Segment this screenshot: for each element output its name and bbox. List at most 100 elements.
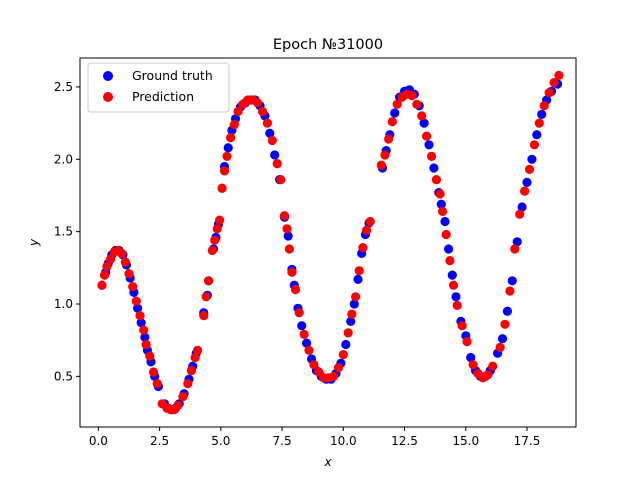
data-point — [272, 159, 282, 169]
series-prediction — [97, 70, 564, 415]
data-point — [309, 360, 319, 370]
data-point — [495, 342, 505, 352]
data-point — [466, 352, 476, 363]
x-tick-label: 17.5 — [514, 434, 541, 448]
data-point — [229, 120, 239, 130]
data-point — [135, 311, 145, 321]
x-tick-label: 0.0 — [89, 434, 108, 448]
data-point — [267, 135, 277, 146]
data-point — [217, 183, 227, 193]
data-point — [500, 319, 510, 329]
data-point — [284, 244, 294, 254]
data-point — [343, 328, 353, 338]
data-point — [353, 274, 363, 284]
data-point — [276, 175, 286, 185]
data-point — [468, 360, 478, 370]
data-point — [294, 308, 304, 318]
x-tick-label: 12.5 — [391, 434, 418, 448]
data-point — [117, 248, 127, 258]
data-point — [253, 98, 263, 108]
data-point — [537, 109, 547, 119]
data-point — [333, 363, 343, 373]
y-tick-label: 2.5 — [54, 80, 73, 94]
data-point — [505, 286, 515, 296]
data-point — [287, 267, 297, 277]
data-point — [435, 189, 445, 199]
data-point — [223, 143, 233, 153]
data-point — [452, 300, 462, 310]
x-tick-label: 10.0 — [330, 434, 357, 448]
data-point — [215, 215, 225, 225]
legend-box — [87, 62, 230, 113]
legend: Ground truth Prediction — [87, 62, 230, 113]
data-point — [106, 254, 116, 264]
chart-title: Epoch №31000 — [273, 37, 383, 53]
data-point — [304, 345, 314, 355]
data-point — [445, 256, 455, 266]
data-point — [262, 118, 272, 128]
data-point — [97, 280, 107, 290]
data-point — [417, 111, 427, 121]
x-tick-label: 15.0 — [452, 434, 479, 448]
x-tick-label: 7.5 — [273, 434, 292, 448]
y-tick-label: 1.5 — [54, 225, 73, 239]
data-point — [183, 379, 193, 389]
data-point — [532, 130, 542, 140]
data-point — [488, 361, 498, 371]
data-point — [529, 140, 540, 150]
data-point — [99, 270, 110, 280]
data-point — [141, 339, 151, 350]
data-point — [441, 229, 451, 240]
data-point — [384, 134, 394, 144]
data-point — [448, 280, 459, 290]
data-point — [145, 351, 155, 361]
data-point — [392, 99, 402, 109]
data-point — [534, 118, 544, 128]
data-point — [412, 99, 422, 109]
data-point — [440, 216, 450, 227]
legend-marker-prediction — [103, 92, 113, 102]
data-point — [431, 175, 441, 185]
data-marks — [97, 70, 564, 415]
x-axis-ticks: 0.0 2.5 5.0 7.5 10.0 12.5 15.0 17.5 — [89, 427, 541, 448]
data-point — [380, 150, 390, 160]
data-point — [201, 292, 211, 302]
data-point — [222, 151, 232, 161]
data-point — [544, 88, 554, 98]
legend-marker-ground-truth — [103, 71, 113, 81]
data-point — [302, 338, 312, 348]
data-point — [207, 245, 217, 256]
data-point — [152, 379, 162, 389]
data-point — [362, 225, 372, 235]
data-point — [328, 371, 339, 381]
data-point — [444, 244, 454, 254]
data-point — [502, 306, 512, 316]
data-point — [282, 224, 292, 234]
data-point — [212, 224, 222, 234]
legend-label-prediction: Prediction — [132, 89, 194, 104]
data-point — [338, 350, 348, 360]
data-point — [457, 321, 467, 331]
data-point — [462, 337, 472, 347]
data-point — [539, 101, 549, 111]
data-point — [299, 329, 309, 339]
data-point — [186, 366, 196, 376]
data-point — [128, 282, 138, 292]
data-point — [233, 106, 243, 117]
data-point — [422, 131, 432, 141]
x-tick-label: 2.5 — [150, 434, 169, 448]
data-point — [517, 202, 527, 212]
data-point — [358, 243, 368, 253]
data-point — [497, 334, 508, 344]
data-point — [524, 164, 535, 174]
data-point — [297, 321, 307, 331]
data-point — [419, 118, 429, 128]
data-point — [219, 166, 230, 176]
data-point — [193, 345, 203, 355]
data-point — [131, 296, 141, 306]
data-point — [451, 292, 461, 302]
data-point — [120, 257, 130, 267]
x-tick-label: 5.0 — [211, 434, 230, 448]
data-point — [279, 211, 290, 221]
